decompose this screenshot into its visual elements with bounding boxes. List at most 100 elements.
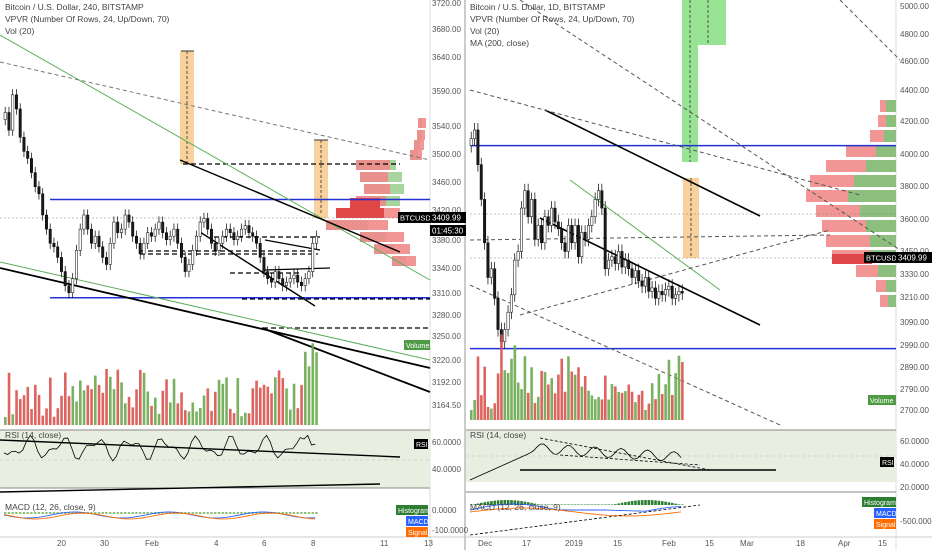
left-macd-histogram-bar — [202, 512, 206, 514]
right-candle — [593, 199, 597, 217]
left-candle — [217, 243, 221, 251]
left-vpvr-down — [360, 232, 404, 242]
left-vpvr-down — [326, 220, 388, 230]
left-candle — [71, 278, 75, 294]
right-candle — [516, 251, 520, 261]
right-vpvr-up — [886, 280, 896, 292]
right-candle — [473, 129, 477, 139]
right-candle — [667, 285, 671, 290]
left-candle — [277, 271, 281, 279]
left-volume-bar — [285, 388, 288, 425]
left-macd-histogram-bar — [307, 512, 311, 514]
right-candle — [633, 270, 637, 278]
right-volume-bar — [503, 370, 507, 420]
right-candle — [496, 298, 500, 330]
left-macd-histogram-bar — [304, 512, 307, 514]
right-volume-bar — [543, 372, 547, 420]
right-macd-histogram-bar — [583, 504, 587, 505]
left-candle — [243, 225, 247, 230]
right-macd-histogram-bar — [600, 504, 604, 505]
left-green-trendline — [0, 34, 431, 281]
left-signal-line — [3, 512, 316, 520]
right-volume-bar — [614, 386, 617, 420]
left-macd-histogram-bar — [71, 512, 74, 514]
left-candle — [202, 218, 206, 223]
left-candle — [41, 193, 45, 216]
left-candle — [3, 112, 7, 120]
left-rsi-pane — [0, 430, 430, 488]
right-macd-histogram-bar — [607, 504, 610, 505]
left-macd-histogram-bar — [225, 512, 228, 514]
left-macd-histogram-bar — [191, 512, 194, 514]
left-volume-bar — [202, 395, 206, 425]
left-macd-histogram-bar — [187, 512, 191, 514]
left-macd-histogram-bar — [30, 512, 33, 514]
right-candle — [664, 289, 667, 296]
right-macd-histogram-bar — [644, 500, 647, 505]
right-volume-bar — [493, 403, 497, 420]
right-macd-histogram-bar — [650, 500, 654, 505]
left-macd-histogram-bar — [217, 512, 221, 514]
right-volume-bar — [573, 374, 577, 420]
left-candle — [247, 225, 251, 233]
left-candle — [86, 214, 90, 230]
left-macd-histogram-bar — [56, 512, 59, 514]
right-volume-bar — [553, 393, 557, 420]
left-dotted-trendline — [0, 61, 431, 161]
right-volume-bar — [607, 399, 610, 420]
right-macd-histogram-bar — [537, 504, 540, 505]
left-volume-bar — [75, 401, 78, 425]
left-volume-bar — [82, 390, 86, 425]
right-volume-bar — [577, 367, 580, 420]
left-candle — [123, 214, 127, 230]
right-candle — [520, 207, 523, 252]
left-macd-histogram-bar — [94, 512, 97, 514]
right-rsi-line — [469, 443, 682, 481]
right-macd-histogram-bar — [503, 500, 507, 505]
right-macd-histogram-bar — [470, 504, 473, 505]
right-volume-bar — [610, 384, 614, 420]
left-macd-histogram-bar — [236, 512, 239, 514]
right-candle — [570, 225, 574, 244]
right-macd-histogram-bar — [620, 502, 624, 505]
left-macd-histogram-bar — [4, 512, 7, 514]
right-macd-histogram-bar — [510, 500, 513, 505]
left-candle — [116, 221, 120, 233]
left-candle — [75, 250, 78, 279]
right-candle — [640, 280, 644, 287]
left-black-trendline — [264, 239, 321, 251]
left-macd-histogram-bar — [232, 512, 236, 514]
right-macd-histogram-bar — [657, 500, 661, 505]
left-volume-bar — [217, 379, 221, 425]
right-volume-bar — [593, 399, 597, 420]
left-rsi-trendline — [0, 483, 381, 493]
left-candle — [288, 278, 292, 283]
right-candle — [523, 190, 527, 209]
right-rsi-trendline — [539, 437, 711, 471]
left-candle — [101, 246, 105, 258]
right-macd-histogram-bar — [570, 504, 574, 505]
right-candle — [580, 232, 584, 257]
right-macd-histogram-bar — [634, 500, 637, 505]
left-volume-bar — [232, 413, 236, 425]
right-volume-bar — [537, 396, 540, 420]
left-macd-histogram-bar — [34, 512, 37, 514]
right-candle — [643, 277, 647, 287]
right-macd-histogram-bar — [493, 500, 497, 505]
left-volume-bar — [251, 388, 255, 425]
right-volume-bar — [557, 374, 560, 420]
left-macd-histogram-bar — [127, 512, 131, 514]
left-candle — [105, 257, 108, 265]
left-candle — [150, 232, 153, 237]
right-candle — [600, 190, 604, 209]
left-volume-bar — [19, 399, 22, 425]
left-macd-histogram-bar — [52, 512, 56, 514]
right-candle — [530, 199, 533, 217]
left-macd-histogram-bar — [97, 512, 101, 514]
right-macd-histogram-bar — [671, 502, 674, 505]
left-macd-histogram-bar — [255, 512, 258, 514]
right-volume-bar — [486, 406, 490, 420]
right-macd-histogram-bar — [654, 500, 657, 505]
left-volume-bar — [45, 408, 48, 425]
